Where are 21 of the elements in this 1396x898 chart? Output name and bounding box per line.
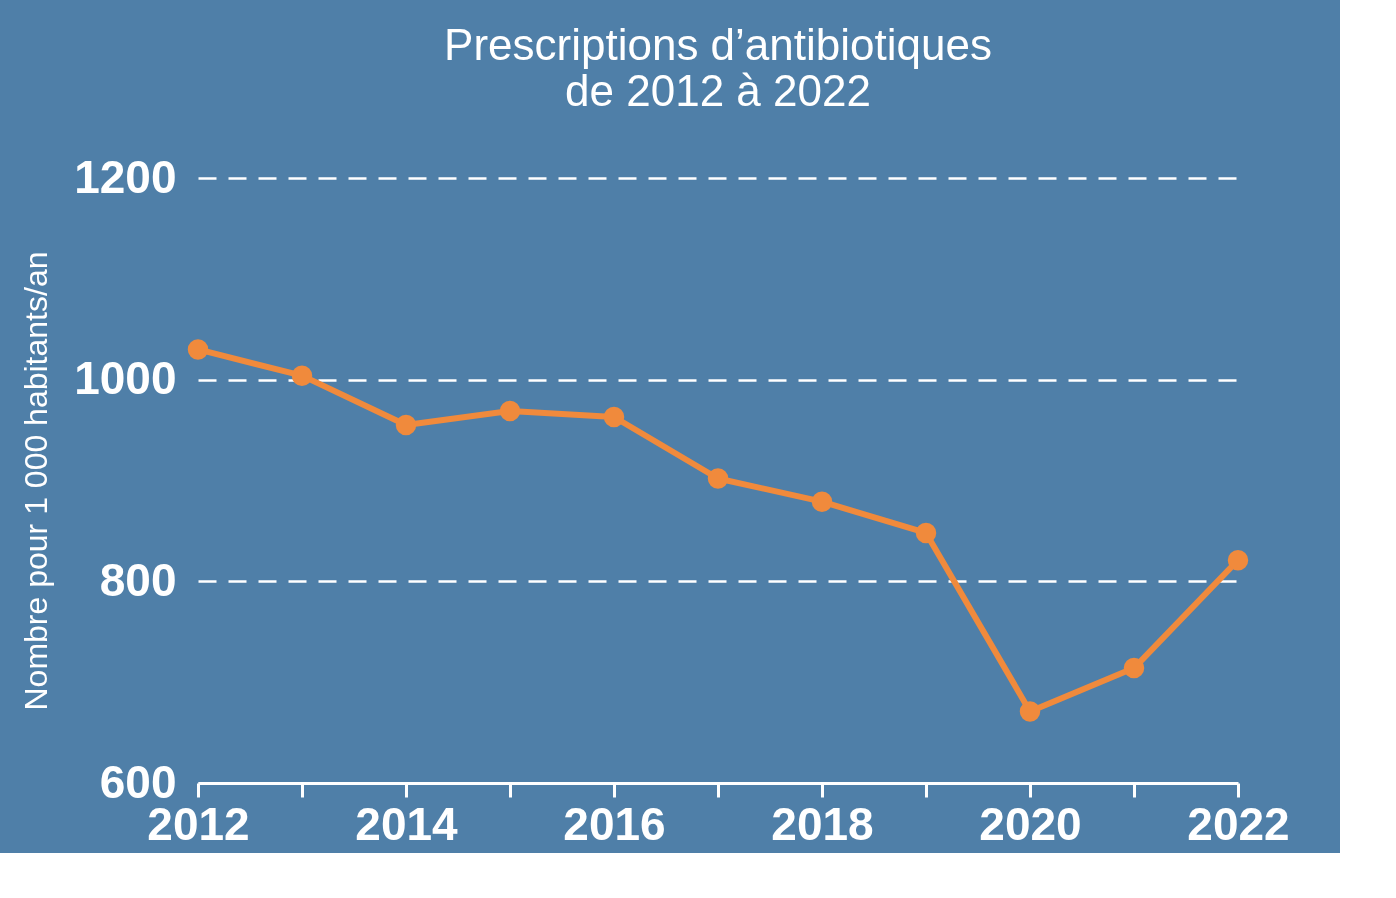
- y-tick-label: 1000: [74, 352, 177, 405]
- y-tick-label: 1200: [74, 150, 177, 203]
- x-tick-label: 2016: [563, 797, 666, 850]
- point: [187, 339, 209, 360]
- point: [707, 468, 729, 489]
- y-tick-label: 800: [99, 553, 177, 606]
- y-axis-title: Nombre pour 1 000 habitants/an: [18, 251, 55, 711]
- point: [1227, 549, 1249, 571]
- x-tick-label: 2014: [355, 797, 459, 850]
- x-tick-label: 2020: [979, 797, 1082, 850]
- point: [499, 400, 521, 422]
- point: [1123, 657, 1145, 679]
- x-tick-label: 2018: [771, 797, 874, 850]
- point: [291, 365, 313, 386]
- point: [603, 406, 625, 428]
- point: [395, 414, 417, 436]
- point: [1019, 701, 1041, 722]
- point: [811, 491, 833, 512]
- x-tick-label: 2022: [1187, 797, 1290, 850]
- point: [915, 522, 937, 544]
- chart-title: Prescriptions d’antibiotiques de 2012 à 2022: [444, 20, 992, 115]
